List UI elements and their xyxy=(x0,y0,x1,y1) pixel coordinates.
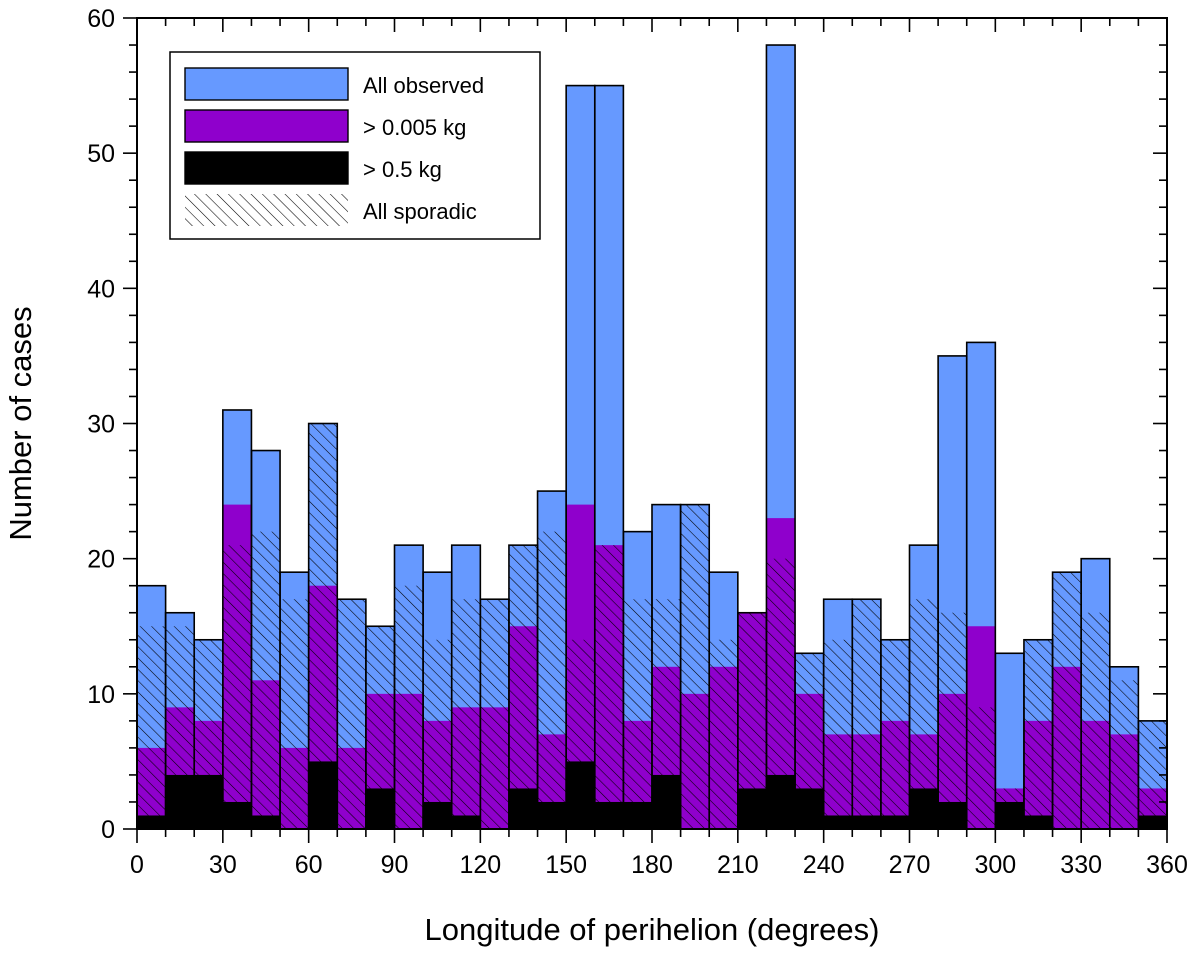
bar-all-sporadic xyxy=(423,639,452,829)
legend-swatch-all-observed xyxy=(184,67,349,101)
legend-swatch-gt-05kg xyxy=(184,151,349,185)
x-tick-label: 30 xyxy=(209,851,237,879)
y-tick-label: 0 xyxy=(101,816,115,844)
x-tick-label: 60 xyxy=(295,851,323,879)
hatch-layer xyxy=(137,423,1167,829)
bar-all-sporadic xyxy=(852,599,881,829)
x-tick-label: 330 xyxy=(1060,851,1102,879)
bar-all-sporadic xyxy=(280,599,309,829)
bar-all-sporadic xyxy=(508,545,538,829)
bar-all-sporadic xyxy=(909,599,939,829)
bar-all-sporadic xyxy=(194,639,223,829)
ticks-layer xyxy=(123,17,1168,843)
y-axis-title: Number of cases xyxy=(3,306,38,540)
bar-all-sporadic xyxy=(137,626,166,829)
bar-all-sporadic xyxy=(451,599,481,829)
y-tick-label: 40 xyxy=(87,275,115,303)
bar-all-sporadic xyxy=(480,599,509,829)
y-tick-label: 10 xyxy=(87,681,115,709)
x-tick-label: 210 xyxy=(717,851,759,879)
legend-label-gt-0005kg: > 0.005 kg xyxy=(363,115,466,140)
bar-all-sporadic xyxy=(737,612,767,829)
bar-all-sporadic xyxy=(623,599,652,829)
legend-label-all-sporadic: All sporadic xyxy=(363,199,477,224)
x-tick-label: 150 xyxy=(545,851,587,879)
legend-swatch-gt-0005kg xyxy=(184,109,349,143)
x-tick-label: 270 xyxy=(889,851,931,879)
x-tick-label: 90 xyxy=(381,851,409,879)
bar-all-sporadic xyxy=(394,585,424,829)
bar-all-sporadic xyxy=(880,639,910,829)
bar-all-sporadic xyxy=(995,788,1024,829)
legend-label-gt-05kg: > 0.5 kg xyxy=(363,157,442,182)
bar-all-sporadic xyxy=(1081,612,1110,829)
legend-label-all-observed: All observed xyxy=(363,73,484,98)
bar-all-sporadic xyxy=(1023,639,1053,829)
bar-all-sporadic xyxy=(308,423,338,829)
y-tick-label: 60 xyxy=(87,5,115,33)
bar-all-sporadic xyxy=(566,639,595,829)
bar-all-sporadic xyxy=(823,639,853,829)
bar-all-sporadic xyxy=(766,558,796,829)
y-tick-label: 20 xyxy=(87,546,115,574)
x-tick-label: 180 xyxy=(631,851,673,879)
bar-all-sporadic xyxy=(966,707,996,829)
bar-all-sporadic xyxy=(251,531,281,829)
bar-all-sporadic xyxy=(652,599,681,829)
x-tick-label: 360 xyxy=(1146,851,1188,879)
y-tick-label: 30 xyxy=(87,411,115,439)
bar-all-sporadic xyxy=(795,653,824,829)
bar-all-sporadic xyxy=(337,599,366,829)
x-tick-label: 120 xyxy=(459,851,501,879)
x-tick-label: 240 xyxy=(803,851,845,879)
bar-all-sporadic xyxy=(365,626,395,829)
bar-all-sporadic xyxy=(1052,572,1082,829)
bar-all-sporadic xyxy=(222,545,252,829)
bar-all-sporadic xyxy=(938,612,967,829)
x-axis-title: Longitude of perihelion (degrees) xyxy=(425,912,880,947)
bar-all-sporadic xyxy=(709,639,738,829)
x-tick-label: 0 xyxy=(130,851,144,879)
bar-all-sporadic xyxy=(594,545,624,829)
bar-all-sporadic xyxy=(537,531,567,829)
tick-labels-layer: 0 30 60 90 120 150 180 210 240 270 300 330 360 0 10 20 3… xyxy=(87,5,1188,879)
bar-all-sporadic xyxy=(1109,680,1139,829)
legend: All observed > 0.005 kg > 0.5 kg All spo… xyxy=(169,51,541,240)
x-tick-label: 300 xyxy=(974,851,1016,879)
y-tick-label: 50 xyxy=(87,140,115,168)
bar-all-sporadic xyxy=(165,626,195,829)
bar-all-sporadic xyxy=(680,504,710,829)
legend-swatch-all-sporadic xyxy=(185,194,348,226)
